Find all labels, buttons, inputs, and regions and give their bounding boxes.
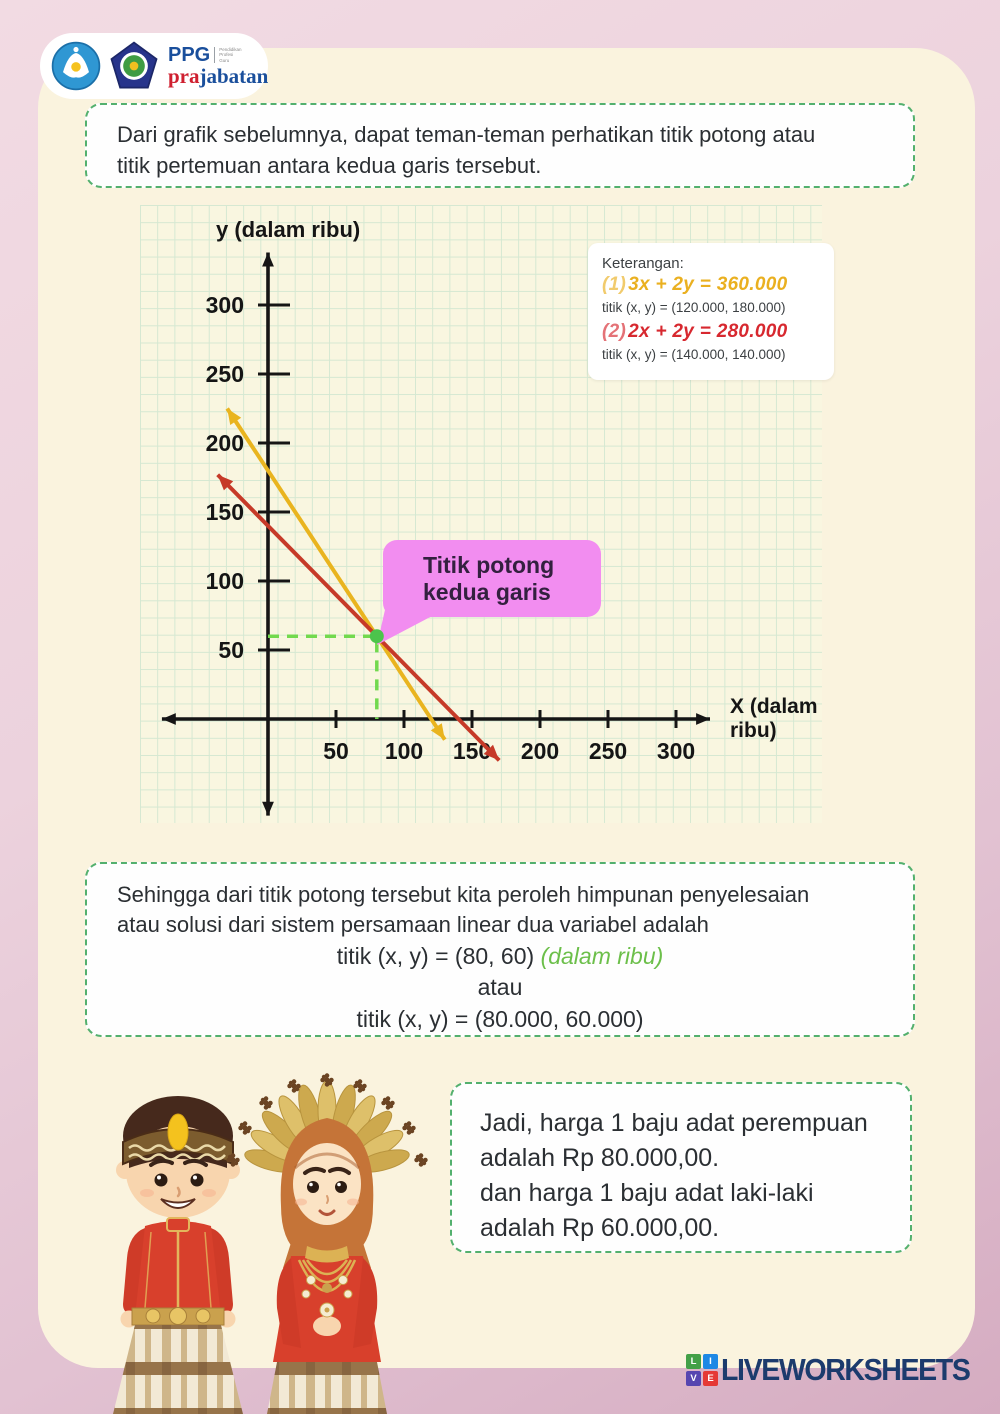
- intro-line-2: titik pertemuan antara kedua garis terse…: [117, 152, 542, 178]
- logo-square-e: E: [703, 1371, 718, 1386]
- ppg-text: PPG: [168, 43, 211, 66]
- university-seal-icon: [110, 41, 158, 89]
- x-tick-label: 300: [657, 738, 695, 764]
- solution-point-2: titik (x, y) = (80.000, 60.000): [356, 1006, 644, 1033]
- series-line-1: [225, 407, 447, 741]
- line-chart: 50 100 150 200 250 300 50 100 150 200 250 300 y (dal…: [161, 217, 818, 816]
- legend-point-2: titik (x, y) = (140.000, 140.000): [602, 347, 786, 362]
- x-tick-label: 150: [453, 738, 491, 764]
- y-tick-label: 300: [206, 292, 244, 318]
- x-axis-arrowhead: [696, 713, 710, 725]
- logo-square-v: V: [686, 1371, 701, 1386]
- callout-line-1: Titik potong: [423, 552, 555, 579]
- x-tick-label: 200: [521, 738, 559, 764]
- x-tick-label: 50: [323, 738, 349, 764]
- traditional-couple-illustration: [113, 1073, 428, 1414]
- intersection-callout-bubble: Titik potong kedua garis: [383, 540, 601, 617]
- conclusion-line-3: dan harga 1 baju adat laki-laki: [480, 1179, 814, 1207]
- conclusion-line-2: adalah Rp 80.000,00.: [480, 1144, 720, 1172]
- solution-line-2: atau solusi dari sistem persamaan linear…: [117, 912, 709, 938]
- chart-legend: Keterangan: (1) 3x + 2y = 360.000 titik (…: [588, 243, 834, 380]
- logo-square-i: I: [703, 1354, 718, 1369]
- header-logo-pill: PPG Pendidikan Profesi Guru prajabatan: [40, 33, 268, 99]
- y-tick-label: 100: [206, 568, 244, 594]
- legend-equation-2: (2) 2x + 2y = 280.000: [602, 321, 788, 342]
- y-axis-arrowhead: [262, 801, 274, 816]
- ppg-subtext: Pendidikan Profesi Guru: [219, 46, 242, 63]
- y-tick-label: 250: [206, 361, 244, 387]
- legend-title: Keterangan:: [602, 255, 684, 272]
- legend-equation-1: (1) 3x + 2y = 360.000: [602, 274, 788, 295]
- logo-square-l: L: [686, 1354, 701, 1369]
- x-axis-label: X (dalam: [730, 695, 818, 718]
- conclusion-text-box: Jadi, harga 1 baju adat perempuan adalah…: [450, 1082, 912, 1253]
- bride-figure: [226, 1073, 428, 1414]
- solution-atau: atau: [477, 974, 523, 1001]
- legend-point-1: titik (x, y) = (120.000, 180.000): [602, 300, 786, 315]
- intro-line-1: Dari grafik sebelumnya, dapat teman-tema…: [117, 122, 816, 147]
- series-line-2-arrowhead: [217, 474, 234, 491]
- y-tick-label: 200: [206, 430, 244, 456]
- series-line-1-arrowhead: [430, 723, 445, 740]
- conclusion-line-4: adalah Rp 60.000,00.: [480, 1214, 720, 1242]
- graph-panel: 50 100 150 200 250 300 50 100 150 200 250 300 y (dal…: [140, 205, 834, 823]
- y-tick-label: 50: [218, 637, 244, 663]
- solution-point-note: (dalam ribu): [540, 942, 664, 969]
- ppg-wordmark: PPG Pendidikan Profesi Guru prajabatan: [168, 45, 268, 87]
- intro-text-box: Dari grafik sebelumnya, dapat teman-tema…: [85, 103, 915, 188]
- y-axis-label: y (dalam ribu): [216, 217, 360, 242]
- liveworksheets-logo[interactable]: L I V E LIVEWORKSHEETS: [686, 1352, 991, 1388]
- solution-point: titik (x, y) = (80, 60) (dalam ribu): [336, 942, 664, 969]
- y-tick-label: 150: [206, 499, 244, 525]
- x-tick-label: 250: [589, 738, 627, 764]
- y-axis-arrowhead: [262, 252, 274, 267]
- series-line-2: [216, 473, 501, 762]
- solution-text-box: Sehingga dari titik potong tersebut kita…: [85, 862, 915, 1037]
- series-line-1-arrowhead: [227, 408, 242, 425]
- ppg-divider: [214, 46, 216, 63]
- conclusion-line-1: Jadi, harga 1 baju adat perempuan: [480, 1109, 868, 1137]
- x-tick-label: 100: [385, 738, 423, 764]
- liveworksheets-wordmark: LIVEWORKSHEETS: [721, 1352, 971, 1387]
- liveworksheets-logo-icon: L I V E: [686, 1354, 718, 1386]
- kemdikbud-logo-icon: [51, 41, 101, 91]
- x-axis-label: ribu): [730, 719, 777, 742]
- intersection-point: [369, 629, 384, 644]
- prajabatan-text: prajabatan: [168, 63, 269, 88]
- callout-line-2: kedua garis: [423, 578, 551, 605]
- solution-line-1: Sehingga dari titik potong tersebut kita…: [117, 882, 810, 907]
- groom-figure: [113, 1096, 243, 1414]
- x-axis-arrowhead: [161, 713, 176, 725]
- series-line-2-arrowhead: [483, 744, 500, 761]
